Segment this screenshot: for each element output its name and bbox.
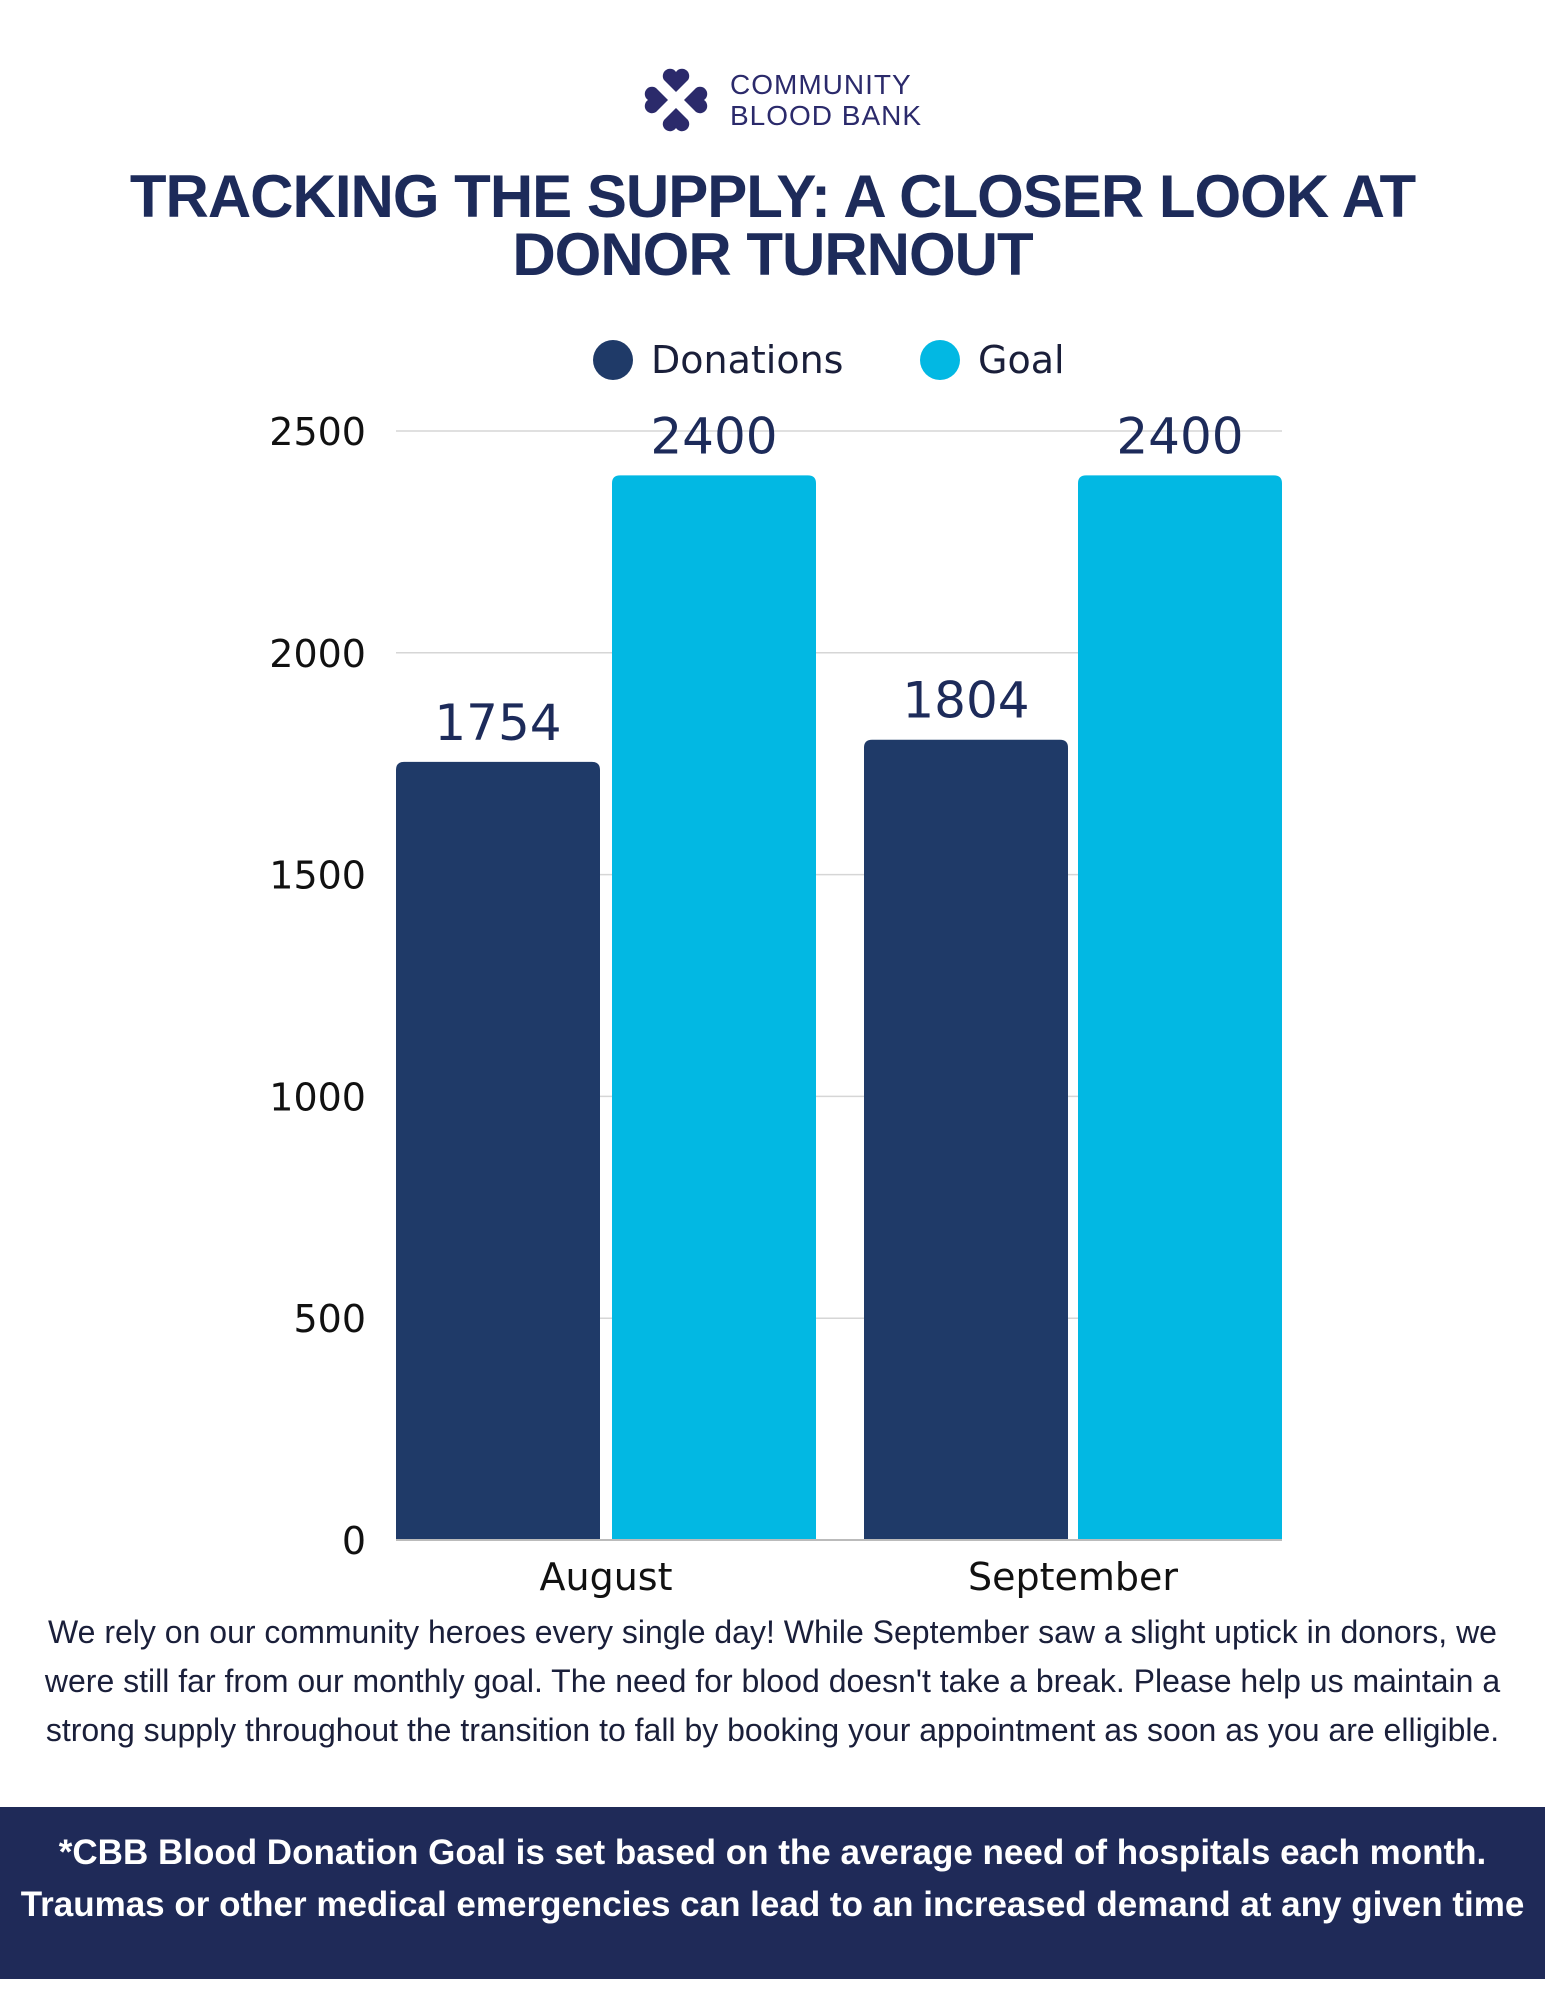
legend-marker-donations xyxy=(593,340,633,380)
legend-marker-goal xyxy=(920,340,960,380)
x-tick-label: September xyxy=(968,1555,1178,1599)
page-title: TRACKING THE SUPPLY: A CLOSER LOOK AT DO… xyxy=(129,163,1416,288)
bar-goal-september xyxy=(1078,475,1282,1540)
bar-donations-august xyxy=(396,761,600,1540)
y-tick-label: 500 xyxy=(293,1297,366,1341)
footer-banner: *CBB Blood Donation Goal is set based on… xyxy=(0,1807,1545,1979)
footer-note: *CBB Blood Donation Goal is set based on… xyxy=(20,1833,1525,1924)
y-tick-label: 1000 xyxy=(269,1075,366,1119)
legend-label-donations: Donations xyxy=(651,338,843,382)
bar-goal-august xyxy=(612,475,816,1540)
data-label: 1804 xyxy=(902,672,1029,730)
data-label: 2400 xyxy=(650,407,777,465)
logo: COMMUNITY BLOOD BANK xyxy=(638,62,922,138)
bar-chart: 0 500 1000 1500 2000 2500 Donations Goal 1754 240… xyxy=(269,338,1282,1599)
heart-cluster-logo-icon xyxy=(644,68,708,132)
description-text: We rely on our community heroes every si… xyxy=(44,1614,1501,1748)
bar-donations-september xyxy=(864,739,1068,1540)
y-tick-label: 2000 xyxy=(269,632,366,676)
y-tick-label: 1500 xyxy=(269,854,366,898)
logo-line-2: BLOOD BANK xyxy=(730,100,923,131)
logo-line-1: COMMUNITY xyxy=(730,69,912,100)
y-tick-label: 2500 xyxy=(269,410,366,454)
data-label: 2400 xyxy=(1116,407,1243,465)
x-tick-label: August xyxy=(540,1555,673,1599)
data-label: 1754 xyxy=(434,694,561,752)
legend-label-goal: Goal xyxy=(978,338,1065,382)
y-tick-label: 0 xyxy=(342,1519,366,1563)
